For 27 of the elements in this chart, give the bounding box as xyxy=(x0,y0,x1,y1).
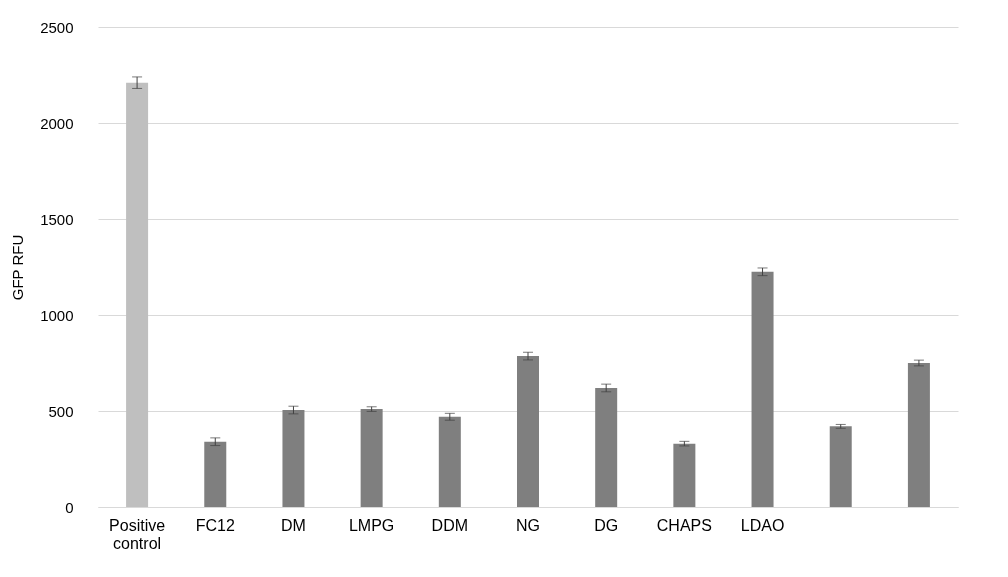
y-tick-label: 0 xyxy=(65,498,74,516)
y-tick-label: 1500 xyxy=(40,210,74,228)
bar xyxy=(204,441,227,507)
bar xyxy=(517,356,539,507)
y-tick-label: 1000 xyxy=(40,306,74,324)
y-tick-label: 2000 xyxy=(40,114,74,132)
bar xyxy=(438,416,461,507)
y-axis-title: GFP RFU xyxy=(9,234,27,301)
bar xyxy=(907,363,930,507)
bar xyxy=(360,409,383,507)
x-tick-label: Positive control xyxy=(109,516,166,552)
x-tick-label: DG xyxy=(594,516,619,534)
bar xyxy=(751,271,774,507)
x-tick-label: NG xyxy=(516,516,540,534)
y-tick-label: 500 xyxy=(48,402,74,420)
x-tick-label: LMPG xyxy=(348,516,395,534)
bar xyxy=(673,443,696,507)
x-tick-label: LDAO xyxy=(740,516,785,534)
y-tick-label: 2500 xyxy=(40,18,74,36)
x-tick-label: FC12 xyxy=(195,516,235,534)
bar xyxy=(829,426,852,507)
bar xyxy=(282,410,305,507)
x-tick-label: DM xyxy=(281,516,306,534)
x-tick-label: DDM xyxy=(431,516,469,534)
bar xyxy=(595,387,618,507)
x-tick-label: CHAPS xyxy=(656,516,712,534)
bar xyxy=(126,82,149,507)
